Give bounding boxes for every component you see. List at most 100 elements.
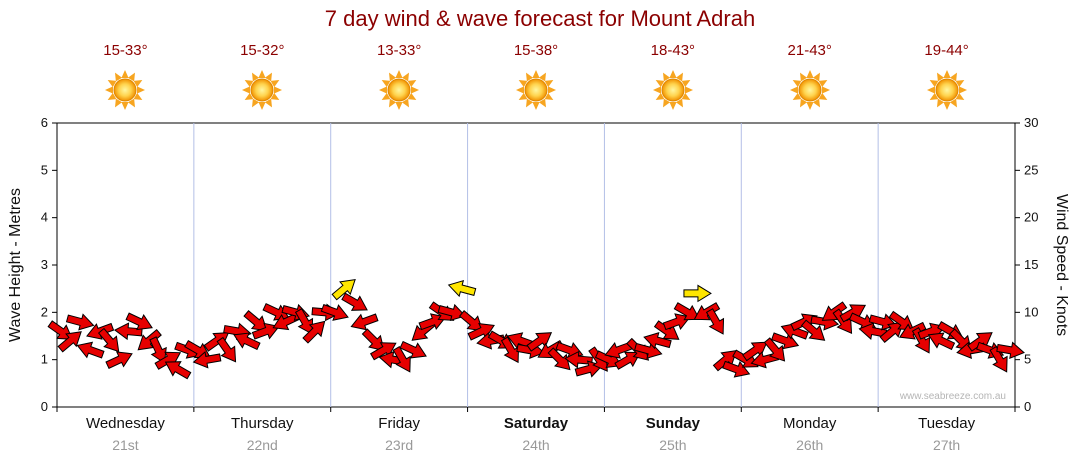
wind-arrow-red	[350, 313, 379, 331]
wind-arrow-red	[302, 320, 326, 344]
wind-arrow-red	[780, 322, 809, 340]
wind-arrow-red	[927, 332, 956, 351]
left-axis-tick-label: 4	[41, 210, 48, 225]
wind-arrow-red	[149, 336, 167, 364]
wind-arrow-red	[154, 351, 182, 370]
wind-arrow-red	[662, 313, 691, 331]
wind-arrow-red	[437, 303, 467, 322]
suns-row	[57, 68, 1015, 112]
wind-arrow-red	[320, 303, 349, 321]
wind-arrow-red	[800, 319, 826, 341]
day-name: Monday	[783, 415, 837, 432]
day-column-label: Thursday 22nd	[194, 415, 331, 453]
left-axis-tick-label: 5	[41, 162, 48, 177]
day-name: Saturday	[503, 415, 569, 432]
wind-arrow-yellow	[447, 279, 477, 298]
day-column-label: Monday 26th	[741, 415, 878, 453]
wind-arrow-red	[76, 341, 105, 359]
wind-arrow-red	[763, 337, 786, 362]
sun-icon	[878, 68, 1015, 112]
sun-icon-glyph	[242, 70, 283, 110]
day-date: 24th	[522, 437, 550, 453]
wind-arrow-red	[192, 350, 222, 369]
wind-arrow-red	[97, 327, 120, 353]
day-column-label: Saturday 24th	[468, 415, 605, 453]
sun-icon	[604, 68, 741, 112]
sun-icon	[468, 68, 605, 112]
day-temp-range: 15-38°	[513, 42, 559, 59]
sun-icon-glyph	[379, 70, 420, 110]
sun-icon	[331, 68, 468, 112]
day-date: 21st	[112, 437, 139, 453]
wind-arrow-red	[858, 322, 888, 340]
wind-arrow-red	[467, 322, 495, 341]
day-column-label: Tuesday 27th	[878, 415, 1015, 453]
wind-arrow-red	[643, 332, 672, 350]
wind-arrow-red	[996, 341, 1025, 360]
wind-arrow-red	[216, 336, 237, 363]
day-name: Friday	[378, 415, 420, 432]
right-axis-tick-label: 30	[1024, 115, 1038, 130]
wind-arrow-red	[693, 302, 721, 321]
wind-arrow-yellow	[683, 284, 712, 303]
days-row: Wednesday 21st Thursday 22nd Friday 23rd Satur…	[57, 415, 1015, 453]
day-date: 27th	[932, 437, 961, 453]
wind-arrow-red	[392, 345, 411, 373]
wind-arrow-red	[458, 310, 484, 332]
wind-arrow-red	[832, 308, 853, 335]
sun-icon	[741, 68, 878, 112]
day-temp-range: 19-44°	[924, 42, 969, 59]
wind-arrow-red	[341, 292, 368, 311]
wind-arrow-red	[771, 332, 800, 350]
wind-arrow-red	[65, 313, 95, 331]
day-temp-range: 13-33°	[376, 42, 422, 59]
right-axis-tick-label: 10	[1024, 304, 1038, 319]
day-date: 25th	[659, 437, 687, 453]
wind-arrow-red	[57, 331, 82, 353]
wind-arrow-red	[105, 351, 133, 369]
wind-arrow-red	[294, 308, 314, 335]
sun-icon	[194, 68, 331, 112]
sun-icon-glyph	[105, 70, 146, 110]
sun-icon	[57, 68, 194, 112]
right-axis-tick-label: 0	[1024, 399, 1031, 414]
day-name: Sunday	[645, 415, 700, 432]
sun-icon-glyph	[789, 70, 830, 110]
day-temp-range: 15-33°	[103, 42, 148, 59]
left-axis-tick-label: 2	[41, 304, 48, 319]
day-date: 26th	[796, 437, 824, 453]
sun-icon-glyph	[516, 70, 556, 110]
day-temp-range: 15-32°	[240, 42, 285, 59]
right-axis-tick-label: 15	[1024, 257, 1038, 272]
day-temp-range: 21-43°	[787, 42, 832, 59]
left-axis-tick-label: 6	[41, 115, 48, 130]
wind-arrow-red	[233, 332, 261, 351]
wind-arrow-red	[564, 350, 593, 369]
chart-title: 7 day wind & wave forecast for Mount Adr…	[324, 6, 756, 31]
day-name: Wednesday	[85, 415, 165, 432]
wind-arrow-red	[911, 327, 931, 354]
wind-arrow-red	[500, 336, 520, 364]
day-column-label: Friday 23rd	[331, 415, 468, 453]
day-name: Thursday	[231, 415, 294, 432]
day-temp-range: 18-43°	[650, 42, 696, 59]
wind-arrow-red	[125, 312, 153, 331]
sun-icon-glyph	[926, 70, 967, 110]
wind-arrow-red	[722, 360, 751, 378]
right-axis-tick-label: 5	[1024, 352, 1031, 367]
day-column-label: Sunday 25th	[604, 415, 741, 453]
day-name: Tuesday	[918, 415, 976, 432]
left-axis-tick-label: 3	[41, 257, 48, 272]
right-axis-tick-label: 20	[1024, 210, 1038, 225]
day-date: 23rd	[385, 437, 414, 453]
temps-row: 15-33° 15-32° 13-33° 15-38° 18-43° 21-43° 19-4…	[57, 42, 1015, 59]
wind-arrow-red	[361, 328, 385, 352]
wind-arrow-red	[399, 340, 427, 359]
wind-arrow-red	[164, 361, 192, 380]
wind-arrow-red	[251, 322, 280, 340]
wind-arrow-red	[369, 342, 397, 361]
right-axis-tick-label: 25	[1024, 162, 1038, 177]
wind-arrow-red	[705, 308, 725, 335]
